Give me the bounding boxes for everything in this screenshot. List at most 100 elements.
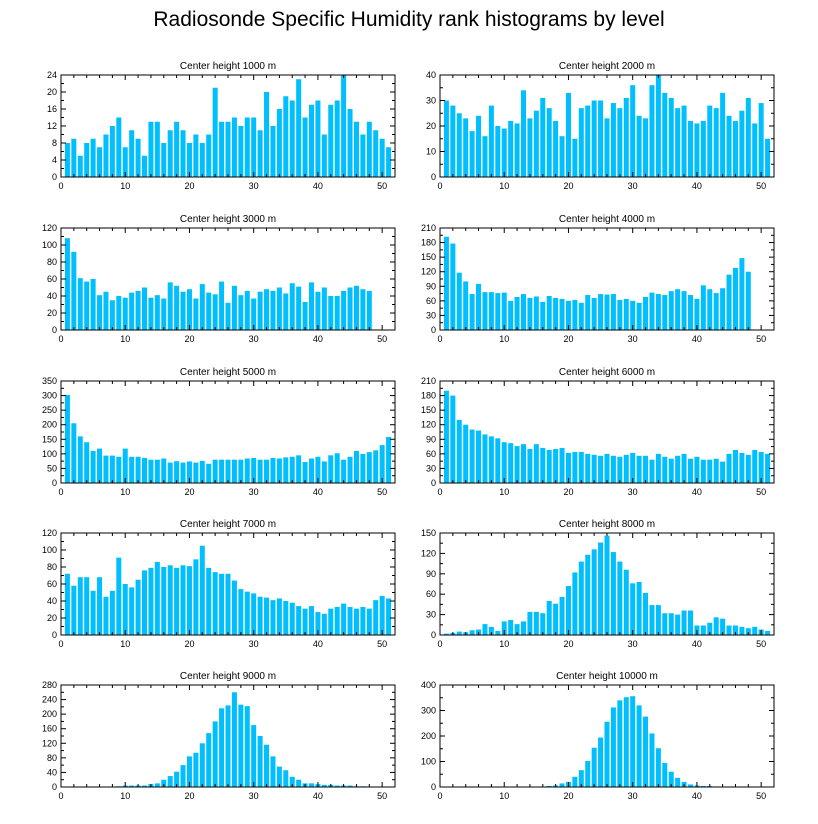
y-tick-label: 400	[421, 680, 436, 690]
bar	[142, 570, 148, 635]
bar	[341, 459, 347, 483]
bar	[694, 123, 700, 177]
bar	[527, 297, 533, 330]
bar	[443, 100, 449, 177]
bar	[688, 458, 694, 483]
bar	[276, 458, 282, 483]
bar	[97, 577, 103, 635]
y-tick-label: 20	[47, 613, 57, 623]
bar	[71, 585, 77, 635]
bar	[610, 707, 616, 787]
bar	[655, 294, 661, 330]
bar	[199, 545, 205, 635]
bar	[495, 293, 501, 330]
bar	[482, 292, 488, 330]
bar	[707, 459, 713, 483]
bar	[745, 628, 751, 635]
bar	[206, 733, 212, 787]
bar	[617, 299, 623, 330]
y-tick-label: 20	[47, 308, 57, 318]
y-tick-label: 30	[426, 96, 436, 106]
bar	[180, 565, 186, 635]
y-tick-label: 160	[42, 724, 57, 734]
bar	[630, 452, 636, 483]
x-tick-label: 20	[563, 181, 573, 191]
bar	[71, 251, 77, 330]
bar	[341, 75, 347, 177]
bar	[598, 737, 604, 787]
x-tick-label: 20	[563, 639, 573, 649]
bar	[643, 296, 649, 330]
bar	[238, 126, 244, 177]
bar	[122, 584, 128, 635]
bar	[328, 296, 334, 330]
x-tick-label: 20	[563, 334, 573, 344]
panel-10: Center height 10000 m 0 10 20 30 40 50 0 100 200 3…	[421, 671, 775, 801]
bar	[591, 100, 597, 177]
bar	[276, 766, 282, 787]
bar	[283, 601, 289, 635]
bar	[122, 147, 128, 177]
bar	[758, 103, 764, 177]
figure-title: Radiosonde Specific Humidity rank histog…	[153, 8, 665, 31]
x-tick-label: 0	[58, 791, 63, 801]
bar	[180, 765, 186, 787]
bar	[174, 461, 180, 483]
bar	[726, 274, 732, 330]
bar	[533, 444, 539, 483]
bar	[251, 725, 257, 787]
bar	[353, 608, 359, 635]
panel-9: Center height 9000 m 0 10 20 30 40 50 0 40 80 120 1…	[42, 671, 396, 801]
bar	[643, 716, 649, 787]
bar	[231, 580, 237, 635]
bar	[745, 97, 751, 177]
bar	[443, 633, 449, 635]
bar	[488, 292, 494, 330]
x-tick-label: 30	[249, 181, 259, 191]
bar	[225, 459, 231, 483]
bar	[206, 292, 212, 330]
bar	[456, 113, 462, 177]
bar	[655, 748, 661, 787]
bar	[636, 455, 642, 483]
bar	[643, 455, 649, 483]
bar	[688, 784, 694, 787]
bar	[610, 294, 616, 330]
bar	[309, 606, 315, 635]
bar	[649, 605, 655, 635]
bar	[264, 597, 270, 635]
x-tick-label: 50	[756, 334, 766, 344]
bar	[186, 461, 192, 483]
bar	[251, 457, 257, 483]
bar	[572, 138, 578, 177]
bar	[765, 630, 771, 635]
bar	[662, 763, 668, 787]
bar	[463, 424, 469, 483]
panel-4: Center height 4000 m 0 10 20 30 40 50 0 30 60 90 12…	[421, 214, 775, 344]
bar	[64, 394, 70, 483]
panel-title: Center height 2000 m	[559, 61, 655, 72]
bar	[604, 294, 610, 330]
bar	[463, 281, 469, 330]
bar	[296, 606, 302, 635]
bar	[379, 595, 385, 635]
bar	[591, 297, 597, 330]
bar	[309, 282, 315, 330]
bar	[681, 610, 687, 635]
y-tick-label: 210	[421, 376, 436, 386]
bar	[135, 456, 141, 483]
bar	[186, 143, 192, 177]
x-tick-label: 0	[58, 639, 63, 649]
bar	[276, 598, 282, 635]
bar	[386, 598, 392, 635]
panel-8: Center height 8000 m 0 10 20 30 40 50 0 30 60 90 12…	[421, 519, 775, 649]
bar	[328, 104, 334, 177]
bar	[540, 301, 546, 330]
bar	[501, 442, 507, 483]
y-tick-label: 20	[426, 121, 436, 131]
y-tick-label: 16	[47, 104, 57, 114]
y-tick-label: 120	[42, 528, 57, 538]
panel-2: Center height 2000 m 0 10 20 30 40 50 0 10 20 30 40	[426, 61, 775, 191]
bar	[636, 115, 642, 177]
